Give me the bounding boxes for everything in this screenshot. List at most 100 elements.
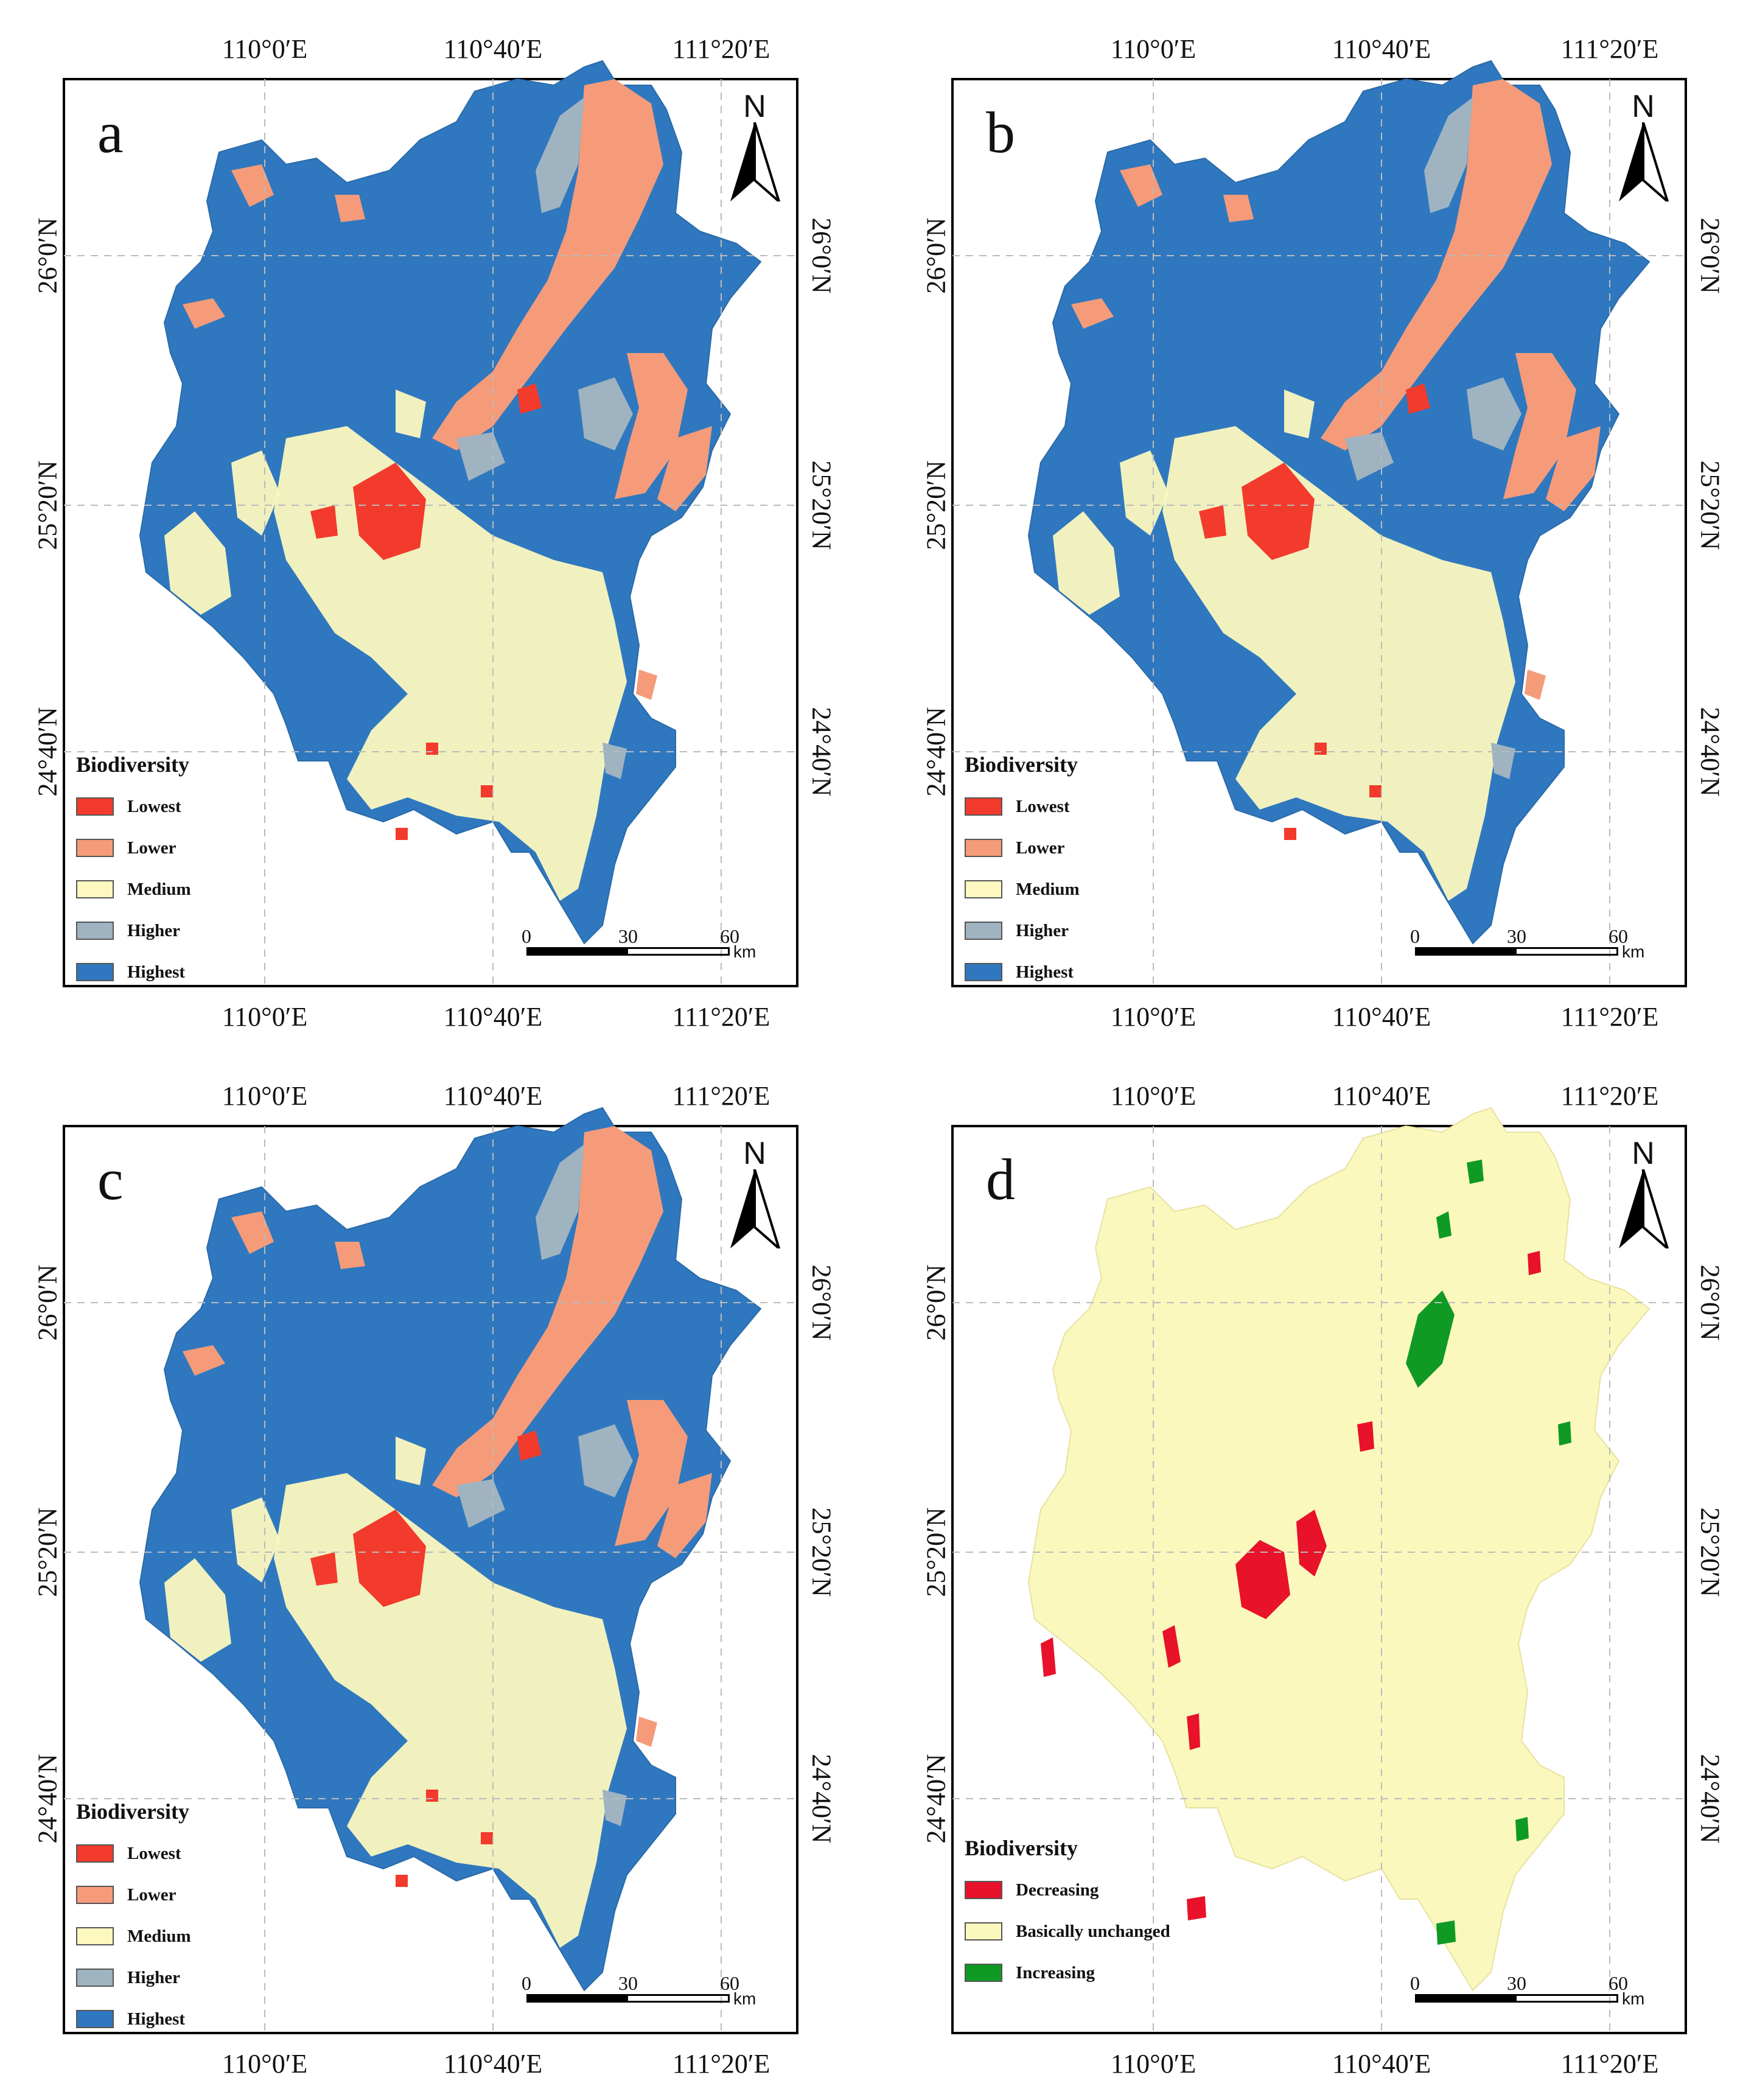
lon-label-top: 110°0′E	[222, 1080, 307, 1111]
map-panel-a: 110°0′E 110°0′E 110°40′E 110°40′E 111°20′E 11…	[30, 12, 882, 1053]
map-panel-c: 110°0′E 110°0′E 110°40′E 110°40′E 111°20′E 11…	[30, 1059, 882, 2100]
legend-title: Biodiversity	[76, 1799, 191, 1824]
north-arrow-right-half	[755, 1169, 779, 1248]
legend-label: Higher	[127, 1968, 180, 1988]
lat-label-right: 26°0′N	[1695, 218, 1726, 294]
scale-tick-label: 0	[522, 925, 531, 948]
legend-swatch	[965, 880, 1002, 898]
legend-item: Higher	[76, 910, 191, 951]
lat-label-left: 24°40′N	[32, 1754, 63, 1844]
patch-decreasing	[1187, 1896, 1206, 1920]
legend-item: Lowest	[76, 786, 191, 827]
north-arrow: N	[724, 1135, 785, 1251]
lon-label-top: 110°40′E	[444, 1080, 542, 1111]
scale-bar: 0 30 60 km	[1415, 1972, 1634, 2009]
scale-tick-label: 0	[1410, 925, 1420, 948]
lon-label-bottom: 111°20′E	[672, 2048, 770, 2079]
legend-title: Biodiversity	[965, 752, 1080, 777]
scale-bar-graphic	[1415, 1994, 1618, 2003]
lat-label-left: 26°0′N	[32, 218, 63, 294]
lon-label-bottom: 110°40′E	[1332, 1001, 1431, 1032]
lat-label-right: 26°0′N	[1695, 1265, 1726, 1341]
legend-title: Biodiversity	[965, 1835, 1170, 1861]
legend-item: Highest	[76, 951, 191, 993]
patch-increasing	[1515, 1817, 1529, 1841]
legend-swatch	[76, 1886, 114, 1904]
legend-label: Lower	[1016, 838, 1065, 858]
legend: Biodiversity Lowest Lower Medium Higher Highe…	[76, 1799, 191, 2040]
scale-tick-label: 30	[1507, 925, 1526, 948]
scale-bar-filled-half	[528, 1996, 628, 2001]
legend-label: Lower	[127, 1885, 176, 1905]
lon-label-bottom: 110°40′E	[444, 2048, 542, 2079]
patch-decreasing	[1357, 1421, 1374, 1452]
legend-item: Medium	[76, 869, 191, 910]
legend-swatch	[76, 963, 114, 981]
scale-tick-label: 0	[522, 1972, 531, 1995]
patch-increasing	[1467, 1160, 1484, 1184]
north-arrow-label: N	[1632, 88, 1655, 125]
legend-item: Increasing	[965, 1952, 1170, 1993]
lon-label-bottom: 110°0′E	[1111, 1001, 1196, 1032]
patch-increasing	[1436, 1920, 1456, 1945]
lat-label-left: 25°20′N	[32, 461, 63, 550]
patch-lowest	[1284, 828, 1296, 840]
scale-unit: km	[733, 1989, 756, 2009]
lat-label-left: 26°0′N	[921, 218, 952, 294]
lat-label-left: 26°0′N	[921, 1265, 952, 1341]
legend-label: Highest	[127, 962, 185, 982]
scale-bar-filled-half	[1417, 1996, 1517, 2001]
legend-label: Medium	[127, 1927, 191, 1947]
legend: Biodiversity Lowest Lower Medium Higher Highe…	[965, 752, 1080, 993]
lat-label-right: 25°20′N	[806, 461, 837, 550]
lat-label-right: 24°40′N	[1695, 707, 1726, 797]
legend-swatch	[76, 1844, 114, 1863]
legend-swatch	[76, 1927, 114, 1945]
patch-lowest	[1369, 785, 1381, 797]
lat-label-right: 24°40′N	[1695, 1754, 1726, 1844]
lon-label-bottom: 110°0′E	[222, 2048, 307, 2079]
lat-label-left: 25°20′N	[921, 461, 952, 550]
legend-item: Higher	[965, 910, 1080, 951]
north-arrow-label: N	[1632, 1135, 1655, 1172]
map-panel-d: 110°0′E 110°0′E 110°40′E 110°40′E 111°20′E 11…	[919, 1059, 1757, 2100]
legend-label: Lowest	[1016, 797, 1070, 817]
north-arrow: N	[724, 88, 785, 204]
north-arrow-label: N	[743, 88, 766, 125]
north-arrow-left-half	[1619, 1169, 1643, 1248]
lon-label-bottom: 111°20′E	[1561, 2048, 1659, 2079]
lon-label-top: 110°0′E	[1111, 1080, 1196, 1111]
legend-swatch	[76, 797, 114, 816]
scale-unit: km	[1622, 942, 1644, 962]
legend-item: Lower	[965, 827, 1080, 869]
scale-bar-graphic	[526, 1994, 730, 2003]
legend-swatch	[76, 922, 114, 940]
legend-item: Higher	[76, 1957, 191, 1998]
legend-swatch	[76, 2010, 114, 2028]
patch-lowest	[396, 828, 408, 840]
lat-label-right: 25°20′N	[806, 1508, 837, 1597]
north-arrow-label: N	[743, 1135, 766, 1172]
lat-label-left: 24°40′N	[921, 1754, 952, 1844]
north-arrow-right-half	[755, 122, 779, 201]
scale-bar-graphic	[526, 947, 730, 956]
lon-label-bottom: 111°20′E	[1561, 1001, 1659, 1032]
legend-item: Lowest	[76, 1833, 191, 1874]
legend-label: Increasing	[1016, 1963, 1095, 1983]
legend-label: Decreasing	[1016, 1880, 1099, 1900]
lat-label-right: 25°20′N	[1695, 1508, 1726, 1597]
lat-label-right: 24°40′N	[806, 1754, 837, 1844]
panel-letter: d	[986, 1150, 1015, 1209]
north-arrow: N	[1613, 88, 1674, 204]
lon-label-top: 111°20′E	[1561, 33, 1659, 65]
patch-lowest	[426, 1790, 438, 1802]
legend-label: Higher	[127, 921, 180, 941]
lat-label-right: 25°20′N	[1695, 461, 1726, 550]
legend-item: Lower	[76, 827, 191, 869]
scale-bar-graphic	[1415, 947, 1618, 956]
north-arrow-right-half	[1643, 122, 1668, 201]
north-arrow-left-half	[730, 122, 755, 201]
scale-unit: km	[733, 942, 756, 962]
legend-label: Higher	[1016, 921, 1069, 941]
legend-label: Highest	[1016, 962, 1074, 982]
